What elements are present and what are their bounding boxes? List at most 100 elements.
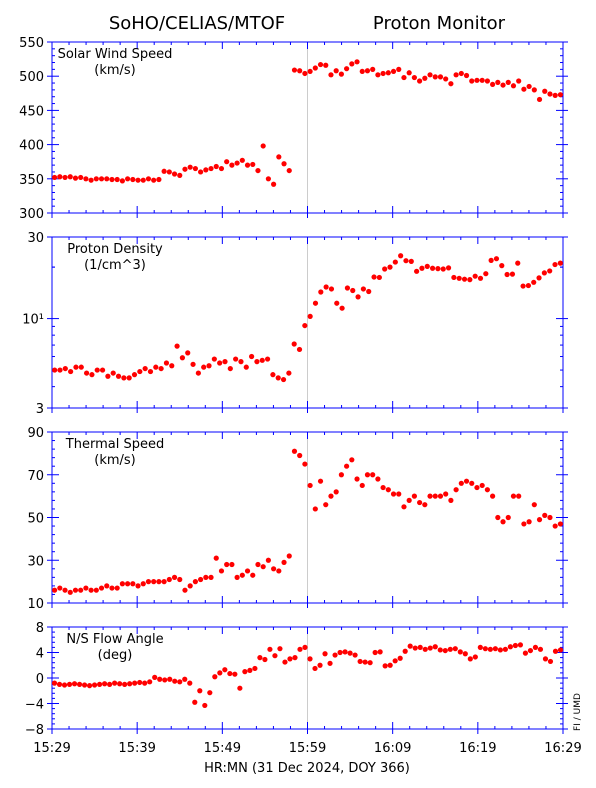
data-point [156, 176, 162, 183]
data-point [547, 658, 554, 665]
data-point [382, 663, 388, 669]
data-point [526, 83, 532, 90]
data-point [482, 646, 488, 652]
data-point [213, 163, 219, 170]
data-point [505, 514, 511, 521]
data-point [202, 702, 208, 709]
data-point [161, 168, 167, 174]
data-point [270, 372, 276, 378]
data-point [390, 68, 397, 75]
data-point [234, 574, 240, 580]
data-point [497, 647, 503, 653]
data-point [255, 561, 261, 568]
data-point [392, 658, 398, 664]
data-point [333, 489, 339, 495]
data-point [67, 174, 73, 180]
data-point [88, 177, 94, 183]
data-point [401, 74, 407, 81]
data-point [487, 646, 493, 652]
data-point [354, 476, 360, 482]
data-point [352, 652, 358, 658]
data-point [88, 587, 94, 593]
data-point [140, 581, 146, 587]
data-point [99, 367, 106, 373]
data-point [137, 368, 143, 375]
data-point [422, 502, 428, 508]
data-point [469, 480, 475, 486]
data-point [250, 161, 256, 168]
data-point [130, 176, 136, 183]
data-point [536, 275, 542, 281]
data-point [132, 680, 138, 686]
data-point [432, 493, 438, 499]
data-point [213, 555, 219, 561]
data-point [151, 579, 157, 585]
data-point [458, 70, 464, 77]
x-tick-label: 16:29 [544, 741, 581, 756]
panel-angle: −8 −4 0 4 8 N/S Flow Angle(deg) [25, 621, 568, 738]
data-point [349, 457, 355, 463]
data-point [104, 583, 110, 589]
data-point [145, 176, 152, 182]
data-point [275, 375, 281, 381]
data-point [370, 472, 376, 478]
data-point [177, 576, 183, 583]
data-point [83, 176, 89, 182]
panel-label-unit: (km/s) [94, 63, 136, 78]
data-point [462, 651, 468, 657]
data-point [192, 699, 198, 705]
data-point [162, 677, 168, 683]
data-point [287, 656, 293, 662]
data-point [277, 646, 283, 652]
data-point [142, 365, 148, 372]
data-point [317, 478, 324, 484]
data-point [302, 322, 308, 329]
data-point [217, 670, 223, 676]
data-point [443, 76, 449, 82]
data-point [339, 305, 345, 311]
data-point [495, 79, 501, 85]
data-point [187, 164, 193, 170]
data-point [463, 72, 470, 79]
data-point [377, 649, 383, 655]
data-point [317, 61, 324, 68]
data-point [531, 279, 537, 285]
data-point [552, 261, 558, 268]
data-point [198, 169, 204, 175]
data-point [552, 648, 559, 654]
data-point [264, 356, 271, 362]
data-point [357, 658, 363, 665]
data-point [437, 493, 444, 499]
data-point [375, 72, 381, 78]
panel-label-name: N/S Flow Angle [66, 632, 163, 647]
data-point [344, 285, 351, 291]
data-point [483, 271, 489, 277]
data-point [502, 646, 508, 652]
data-point [166, 576, 172, 583]
data-point [370, 66, 376, 72]
data-point [171, 574, 178, 580]
chart-title-right: Proton Monitor [373, 13, 506, 34]
data-point [130, 581, 136, 587]
data-point [338, 472, 344, 478]
data-point [312, 665, 318, 672]
data-point [271, 181, 277, 187]
data-point [110, 370, 116, 376]
data-point [122, 681, 128, 687]
data-point [257, 655, 263, 661]
data-point [522, 650, 529, 656]
data-point [547, 268, 553, 274]
data-point [537, 646, 544, 652]
data-point [91, 682, 98, 688]
panel-density: 3 10¹ 30 Proton Density(1/cm^3) [22, 231, 568, 417]
data-point [222, 667, 228, 673]
data-point [360, 286, 366, 292]
y-tick-label: 10¹ [22, 313, 44, 328]
data-point [337, 649, 343, 656]
data-point [557, 260, 563, 266]
data-point [78, 587, 84, 593]
data-point [156, 579, 162, 585]
y-tick-label: 0 [36, 672, 44, 687]
data-point [461, 276, 468, 282]
data-point [323, 62, 329, 68]
